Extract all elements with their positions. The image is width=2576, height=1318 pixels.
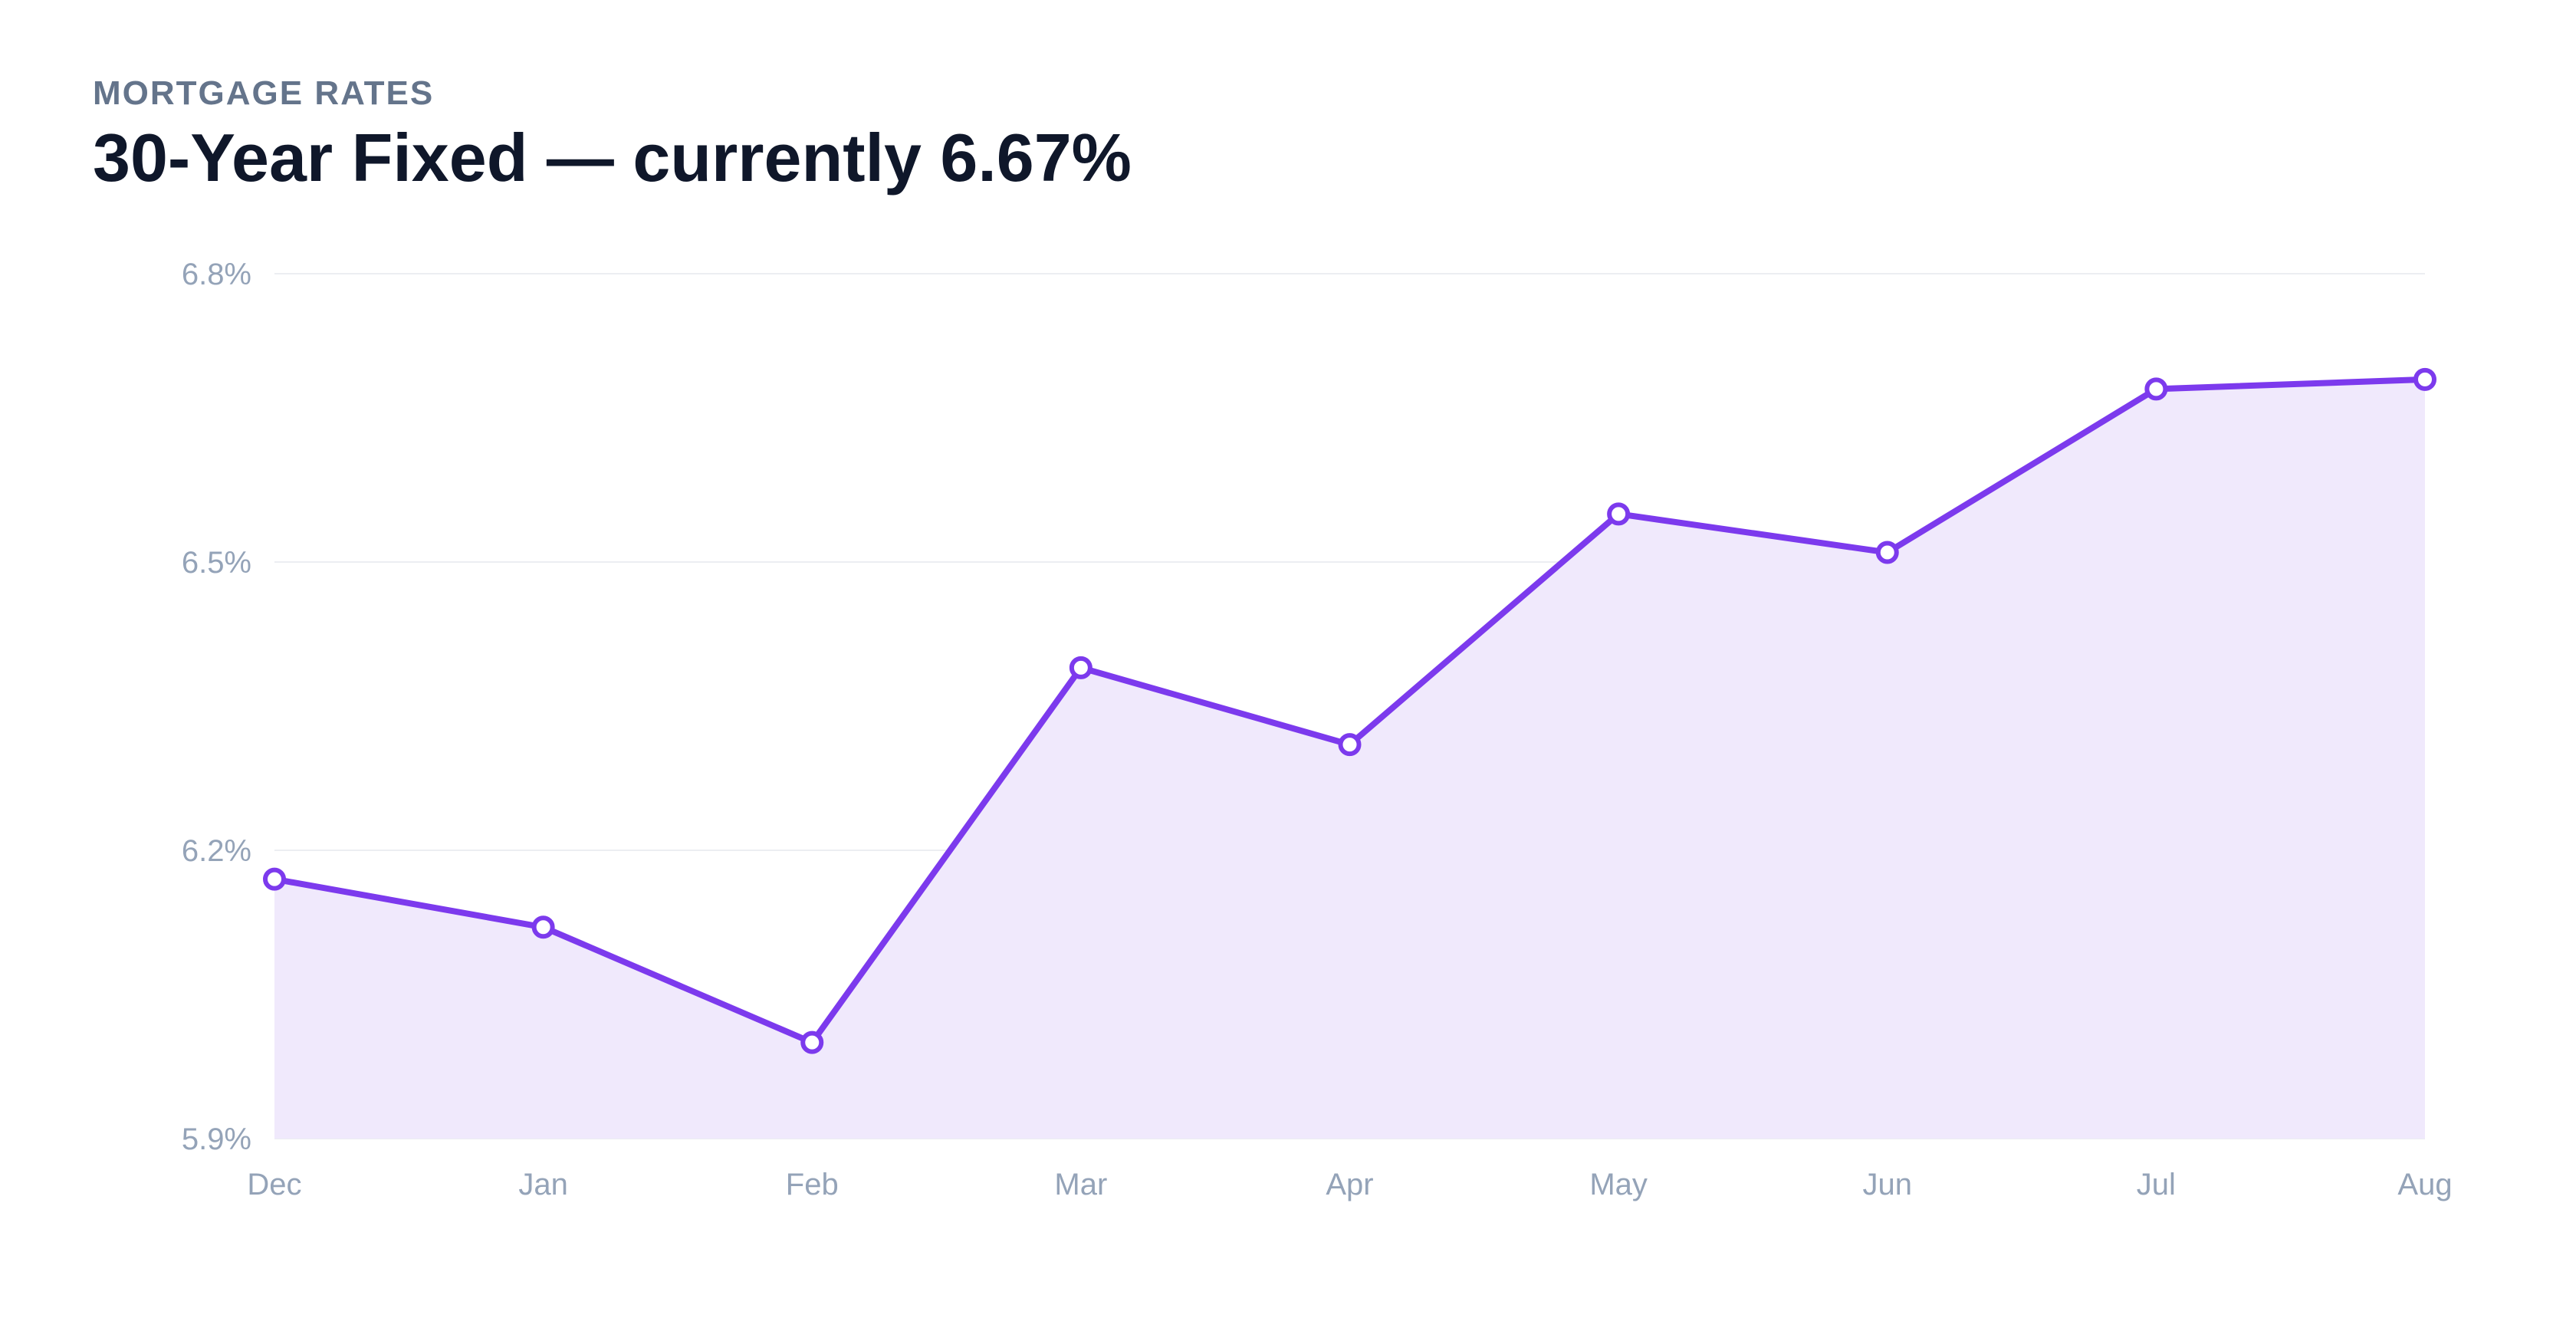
x-tick-label: Mar	[1054, 1168, 1107, 1201]
data-point	[531, 915, 555, 939]
x-tick-label: May	[1589, 1168, 1648, 1201]
chart-header: MORTGAGE RATES 30-Year Fixed — currently…	[93, 77, 1132, 192]
x-tick-label: Feb	[786, 1168, 839, 1201]
x-tick-label: Jul	[2137, 1168, 2176, 1201]
chart-eyebrow: MORTGAGE RATES	[93, 74, 435, 112]
y-tick-label: 6.5%	[182, 546, 251, 580]
data-point	[2413, 367, 2436, 391]
y-tick-label: 6.2%	[182, 834, 251, 868]
data-point	[1338, 733, 1362, 757]
y-tick-label: 5.9%	[182, 1122, 251, 1156]
data-point	[1875, 541, 1899, 564]
x-tick-label: Jun	[1863, 1168, 1913, 1201]
chart-title: 30-Year Fixed — currently 6.67%	[93, 120, 1132, 196]
x-tick-label: Jan	[518, 1168, 568, 1201]
y-axis-ticks: 5.9% 6.2% 6.5% 6.8%	[182, 258, 251, 1156]
x-axis-ticks: Dec Jan Feb Mar Apr May Jun Jul Aug	[247, 1168, 2452, 1201]
data-point	[1607, 502, 1631, 526]
rate-area-fill	[274, 379, 2425, 1139]
x-tick-label: Apr	[1326, 1168, 1373, 1201]
data-point	[2144, 377, 2168, 401]
data-points	[263, 367, 2436, 1054]
data-point	[800, 1030, 824, 1054]
x-tick-label: Aug	[2397, 1168, 2452, 1201]
y-tick-label: 6.8%	[182, 258, 251, 291]
data-point	[1069, 656, 1092, 679]
data-point	[263, 867, 286, 891]
x-tick-label: Dec	[247, 1168, 301, 1201]
